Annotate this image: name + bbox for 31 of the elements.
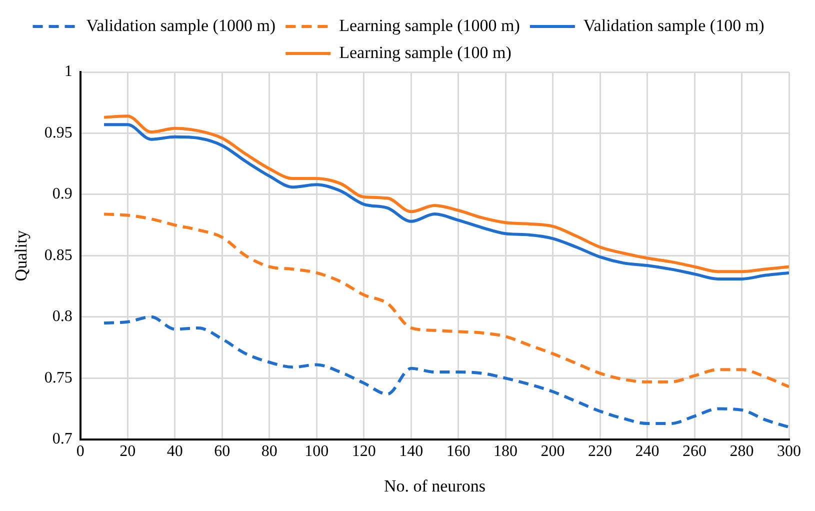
- y-tick-label: 0.9: [52, 186, 72, 203]
- x-tick-label: 260: [682, 443, 707, 460]
- x-axis-title: No. of neurons: [384, 476, 486, 496]
- y-tick-label: 0.95: [44, 124, 72, 142]
- y-tick-label: 0.75: [44, 369, 72, 386]
- y-tick-label: 0.8: [52, 308, 72, 326]
- x-tick-label: 180: [494, 443, 518, 460]
- x-tick-label: 220: [588, 443, 612, 460]
- x-tick-label: 200: [540, 443, 565, 460]
- y-axis-title: Quality: [12, 230, 31, 282]
- y-tick-label: 0.7: [52, 430, 72, 448]
- legend-label: Learning sample (100 m): [339, 42, 512, 62]
- x-tick-label: 280: [730, 443, 754, 460]
- x-tick-label: 40: [166, 443, 183, 460]
- legend-label: Learning sample (1000 m): [339, 16, 520, 35]
- x-tick-label: 140: [399, 443, 424, 460]
- x-tick-label: 60: [214, 443, 230, 460]
- legend-label: Validation sample (1000 m): [86, 16, 276, 35]
- x-tick-label: 300: [777, 443, 801, 460]
- y-tick-label: 0.85: [44, 246, 72, 264]
- x-tick-label: 100: [304, 443, 329, 460]
- x-tick-label: 80: [261, 443, 278, 460]
- line-series: [102, 315, 789, 429]
- legend-label: Validation sample (100 m): [583, 16, 764, 35]
- y-tick-label: 1: [64, 63, 72, 80]
- x-tick-label: 160: [446, 443, 470, 460]
- x-tick-label: 20: [120, 443, 136, 460]
- x-tick-label: 240: [635, 443, 660, 460]
- line-series: [102, 212, 789, 388]
- x-tick-label: 0: [76, 443, 84, 460]
- x-tick-label: 120: [352, 443, 376, 460]
